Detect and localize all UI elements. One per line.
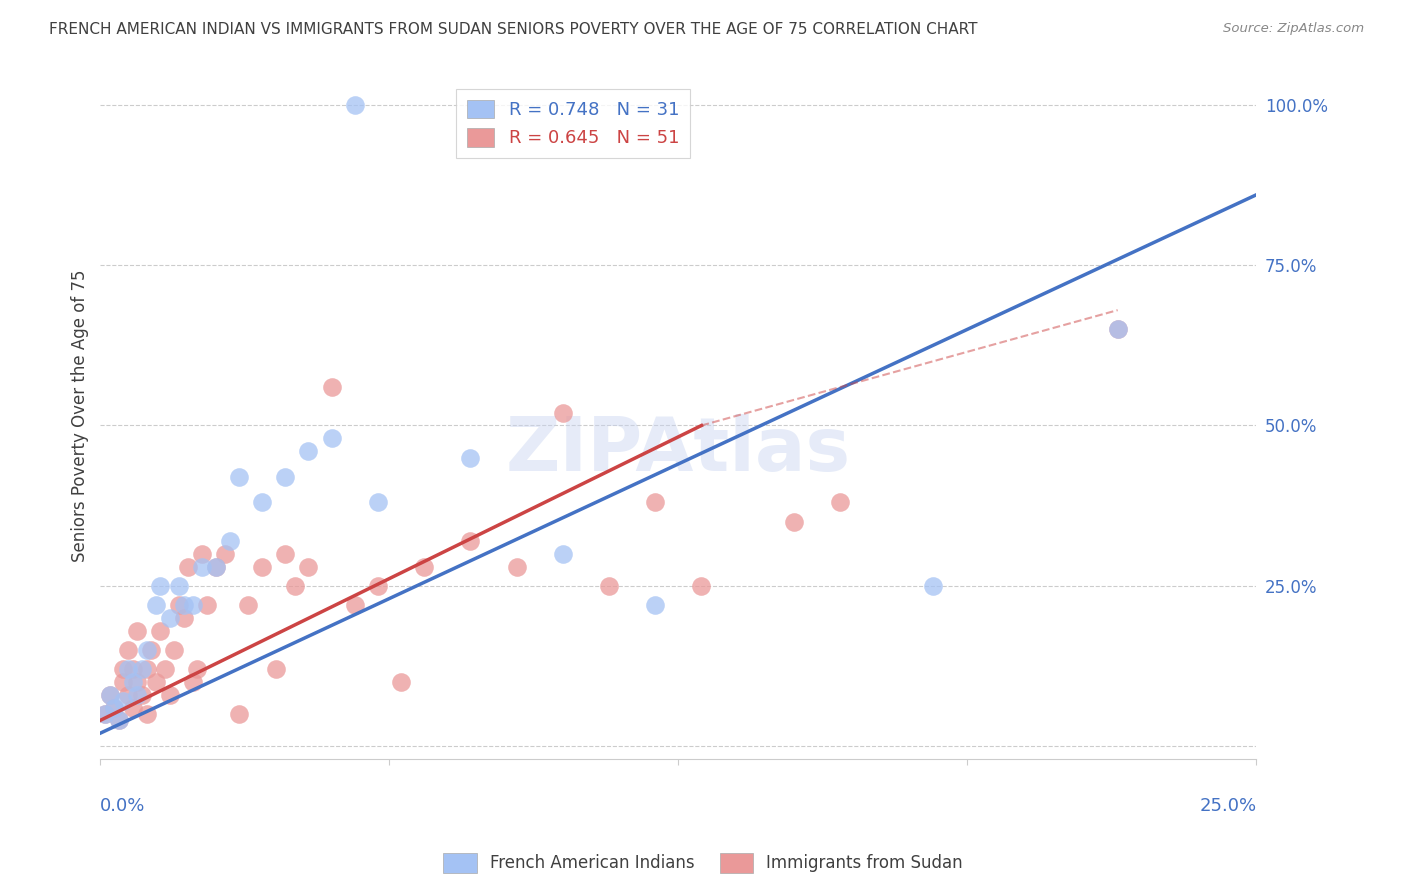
Point <box>103 700 125 714</box>
Point <box>135 643 157 657</box>
Text: Source: ZipAtlas.com: Source: ZipAtlas.com <box>1223 22 1364 36</box>
Point <box>191 559 214 574</box>
Point <box>205 559 228 574</box>
Point <box>413 559 436 574</box>
Point <box>321 431 343 445</box>
Legend: R = 0.748   N = 31, R = 0.645   N = 51: R = 0.748 N = 31, R = 0.645 N = 51 <box>456 89 690 158</box>
Point <box>145 674 167 689</box>
Point <box>321 380 343 394</box>
Point <box>921 579 943 593</box>
Point <box>644 495 666 509</box>
Point <box>186 662 208 676</box>
Point <box>218 533 240 548</box>
Point <box>153 662 176 676</box>
Point <box>228 706 250 721</box>
Point <box>112 662 135 676</box>
Point <box>117 643 139 657</box>
Point <box>274 547 297 561</box>
Point <box>1107 322 1129 336</box>
Point <box>830 495 852 509</box>
Point <box>389 674 412 689</box>
Point <box>284 579 307 593</box>
Point <box>458 450 481 465</box>
Point <box>141 643 163 657</box>
Point <box>181 674 204 689</box>
Point <box>173 598 195 612</box>
Text: 0.0%: 0.0% <box>100 797 146 814</box>
Point <box>367 579 389 593</box>
Point <box>297 559 319 574</box>
Point <box>191 547 214 561</box>
Text: FRENCH AMERICAN INDIAN VS IMMIGRANTS FROM SUDAN SENIORS POVERTY OVER THE AGE OF : FRENCH AMERICAN INDIAN VS IMMIGRANTS FRO… <box>49 22 977 37</box>
Text: 25.0%: 25.0% <box>1199 797 1257 814</box>
Point <box>343 98 366 112</box>
Point <box>131 688 153 702</box>
Point <box>98 688 121 702</box>
Y-axis label: Seniors Poverty Over the Age of 75: Seniors Poverty Over the Age of 75 <box>72 269 89 562</box>
Point <box>505 559 527 574</box>
Point <box>167 598 190 612</box>
Point <box>297 444 319 458</box>
Point <box>127 688 149 702</box>
Point <box>783 515 806 529</box>
Point <box>238 598 260 612</box>
Point <box>145 598 167 612</box>
Point <box>458 533 481 548</box>
Point <box>127 624 149 638</box>
Point <box>94 706 117 721</box>
Point <box>228 469 250 483</box>
Point <box>159 688 181 702</box>
Point <box>159 611 181 625</box>
Point <box>181 598 204 612</box>
Point <box>343 598 366 612</box>
Point <box>117 662 139 676</box>
Point <box>121 674 143 689</box>
Point <box>250 559 273 574</box>
Point <box>117 688 139 702</box>
Point <box>264 662 287 676</box>
Point <box>367 495 389 509</box>
Point <box>131 662 153 676</box>
Text: ZIPAtlas: ZIPAtlas <box>506 414 851 487</box>
Point <box>274 469 297 483</box>
Point <box>163 643 186 657</box>
Point <box>149 624 172 638</box>
Point <box>121 662 143 676</box>
Point <box>551 406 574 420</box>
Point <box>195 598 218 612</box>
Point <box>121 700 143 714</box>
Legend: French American Indians, Immigrants from Sudan: French American Indians, Immigrants from… <box>436 847 970 880</box>
Point <box>94 706 117 721</box>
Point <box>108 714 131 728</box>
Point <box>551 547 574 561</box>
Point <box>1107 322 1129 336</box>
Point <box>112 694 135 708</box>
Point <box>644 598 666 612</box>
Point <box>173 611 195 625</box>
Point <box>149 579 172 593</box>
Point <box>135 706 157 721</box>
Point <box>98 688 121 702</box>
Point <box>112 674 135 689</box>
Point <box>108 714 131 728</box>
Point <box>103 700 125 714</box>
Point <box>598 579 620 593</box>
Point <box>167 579 190 593</box>
Point <box>250 495 273 509</box>
Point <box>214 547 236 561</box>
Point <box>177 559 200 574</box>
Point <box>135 662 157 676</box>
Point <box>205 559 228 574</box>
Point <box>127 674 149 689</box>
Point <box>690 579 713 593</box>
